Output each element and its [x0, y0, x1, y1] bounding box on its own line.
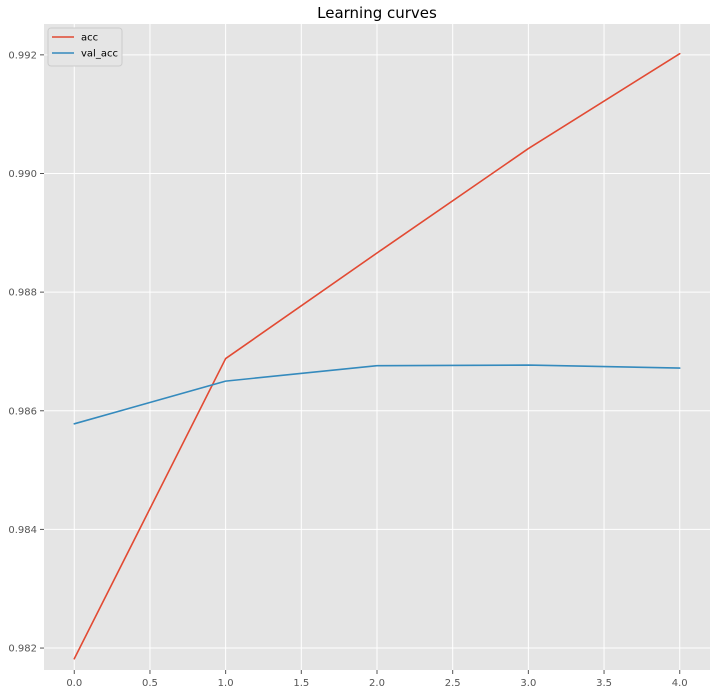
- x-tick-label: 4.0: [672, 678, 688, 689]
- x-tick-label: 2.0: [369, 678, 385, 689]
- grid-lines: [44, 24, 710, 670]
- y-tick-label: 0.984: [8, 525, 37, 536]
- y-tick-label: 0.990: [8, 169, 37, 180]
- x-tick-label: 1.0: [218, 678, 234, 689]
- x-tick-label: 3.0: [520, 678, 536, 689]
- y-tick-label: 0.988: [8, 288, 37, 299]
- x-tick-label: 3.5: [596, 678, 612, 689]
- legend-label-acc: acc: [81, 33, 98, 44]
- y-tick-label: 0.986: [8, 406, 37, 417]
- series-lines: [73, 52, 681, 660]
- legend: acc val_acc: [47, 27, 123, 67]
- x-tick-label: 2.5: [445, 678, 461, 689]
- y-tick-label: 0.992: [8, 50, 37, 61]
- y-axis-ticks: 0.982 0.984 0.986 0.988 0.990 0.992: [8, 50, 44, 655]
- x-tick-label: 1.5: [293, 678, 309, 689]
- chart-title: Learning curves: [317, 4, 437, 22]
- x-tick-label: 0.5: [142, 678, 158, 689]
- x-tick-label: 0.0: [66, 678, 82, 689]
- x-axis-ticks: 0.0 0.5 1.0 1.5 2.0 2.5 3.0 3.5 4.0: [66, 670, 688, 689]
- y-tick-label: 0.982: [8, 644, 37, 655]
- legend-label-val-acc: val_acc: [81, 49, 118, 60]
